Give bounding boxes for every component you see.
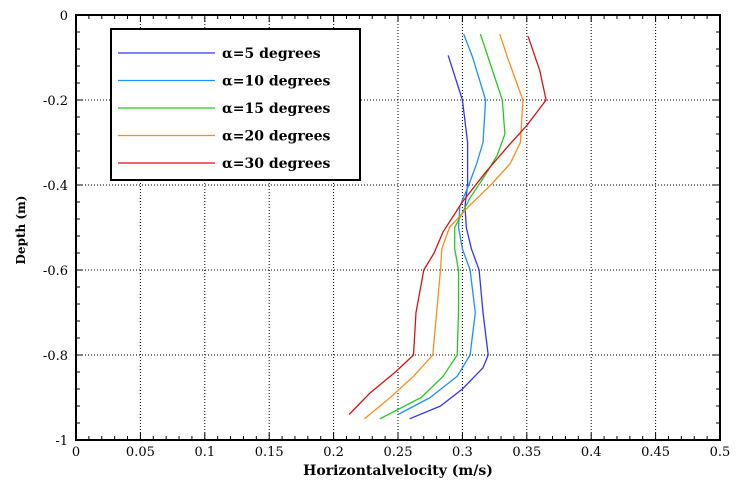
x-tick-label: 0.25 [384, 445, 413, 460]
y-tick-label: -0.2 [43, 94, 68, 109]
series-line-5 [348, 36, 547, 415]
x-axis-label: Horizontalvelocity (m/s) [303, 463, 493, 479]
x-tick-label: 0.45 [641, 445, 670, 460]
x-tick-label: 0.1 [194, 445, 215, 460]
x-tick-label: 0.3 [452, 445, 473, 460]
axis-ticks: 0 0.05 0.1 0.15 0.2 0.25 0.3 0.35 0.4 0.45 0.5 0 -0.… [43, 9, 730, 460]
x-tick-label: 0.35 [512, 445, 541, 460]
x-tick-label: 0.5 [710, 445, 731, 460]
y-axis-label: Depth (m) [14, 196, 28, 265]
legend: α=5 degrees α=10 degrees α=15 degrees α=20 … [110, 28, 361, 181]
legend-label-4: α=20 degrees [222, 129, 331, 145]
x-tick-label: 0.2 [323, 445, 344, 460]
series-line-1 [409, 55, 489, 420]
x-tick-label: 0.05 [126, 445, 155, 460]
y-tick-label: 0 [60, 9, 68, 24]
legend-label-3: α=15 degrees [222, 101, 331, 117]
y-tick-label: -1 [55, 434, 68, 449]
legend-box [110, 28, 361, 181]
grid-lines [76, 15, 720, 440]
series-line-2 [397, 33, 487, 416]
legend-label-5: α=30 degrees [222, 156, 331, 172]
y-tick-label: -0.4 [43, 179, 68, 194]
series-line-3 [379, 33, 506, 420]
x-tick-label: 0 [72, 445, 80, 460]
x-tick-label: 0.15 [255, 445, 284, 460]
y-tick-label: -0.6 [43, 264, 68, 279]
legend-label-2: α=10 degrees [222, 74, 331, 90]
x-tick-label: 0.4 [581, 445, 602, 460]
series-line-4 [364, 33, 524, 420]
y-tick-label: -0.8 [43, 349, 68, 364]
series-lines [348, 33, 547, 420]
legend-label-1: α=5 degrees [222, 46, 321, 62]
